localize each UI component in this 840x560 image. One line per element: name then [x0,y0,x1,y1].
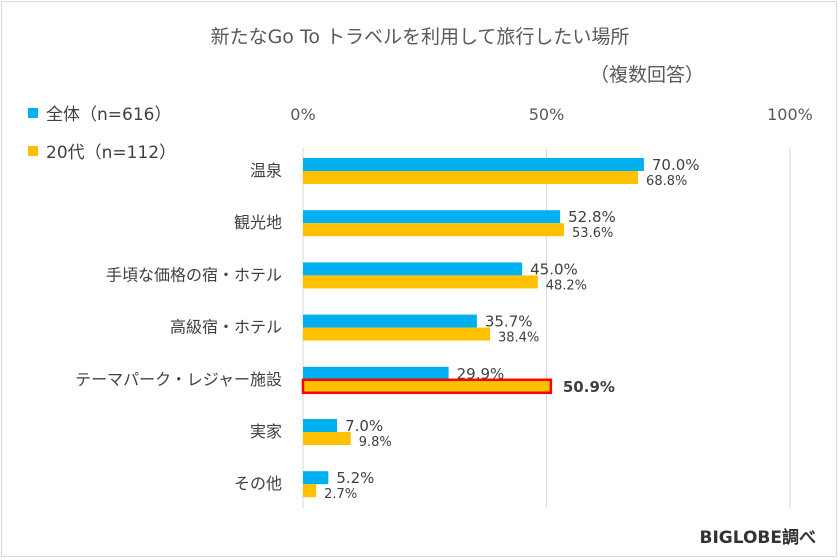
category-label: 温泉 [250,161,282,180]
chart-subtitle: （複数回答） [590,64,705,86]
data-label-all: 70.0% [652,156,700,174]
data-label-all: 7.0% [345,417,383,435]
bar-20s [303,171,639,184]
bar-all [303,419,338,432]
bar-20s [303,432,351,445]
data-label-20s: 48.2% [546,278,587,293]
bar-20s [303,327,491,341]
legend-label-all: 全体（n=616） [46,105,172,125]
x-tick-label: 50% [529,105,565,124]
bar-all [303,210,561,224]
bar-all [303,366,449,380]
data-label-all: 45.0% [530,260,578,278]
data-label-all: 35.7% [485,313,533,331]
data-label-all: 5.2% [336,469,374,487]
data-label-all: 52.8% [568,208,616,226]
category-label: 高級宿・ホテル [170,318,282,337]
category-label: 実家 [250,422,282,441]
bar-20s [303,484,317,498]
category-label: 手頃な価格の宿・ホテル [106,265,282,284]
chart-title: 新たなGo To トラベルを利用して旅行したい場所 [210,26,630,48]
data-label-20s: 53.6% [572,226,613,241]
x-tick-label: 0% [290,105,315,124]
data-label-20s: 50.9% [563,378,615,396]
data-label-20s: 38.4% [498,331,539,346]
x-tick-label: 100% [767,105,813,124]
bar-all [303,262,523,276]
bar-all [303,158,644,171]
data-label-20s: 2.7% [324,487,357,502]
category-label: 観光地 [234,213,282,232]
bar-all [303,471,329,485]
category-label: テーマパーク・レジャー施設 [75,370,282,389]
data-label-all: 29.9% [457,365,505,383]
bar-all [303,314,477,328]
legend-item-all: 全体（n=616） [28,100,171,125]
legend-swatch-20s [28,145,38,156]
brand-credit: BIGLOBE調べ [699,528,817,548]
bar-20s [303,223,565,237]
category-label: その他 [234,474,282,493]
bar-20s [303,275,538,289]
data-label-20s: 9.8% [359,435,392,450]
legend-swatch-all [28,107,38,118]
data-label-20s: 68.8% [646,174,687,189]
bar-20s [301,378,553,395]
legend-label-20s: 20代（n=112） [46,143,177,163]
legend-item-20s: 20代（n=112） [28,138,176,163]
